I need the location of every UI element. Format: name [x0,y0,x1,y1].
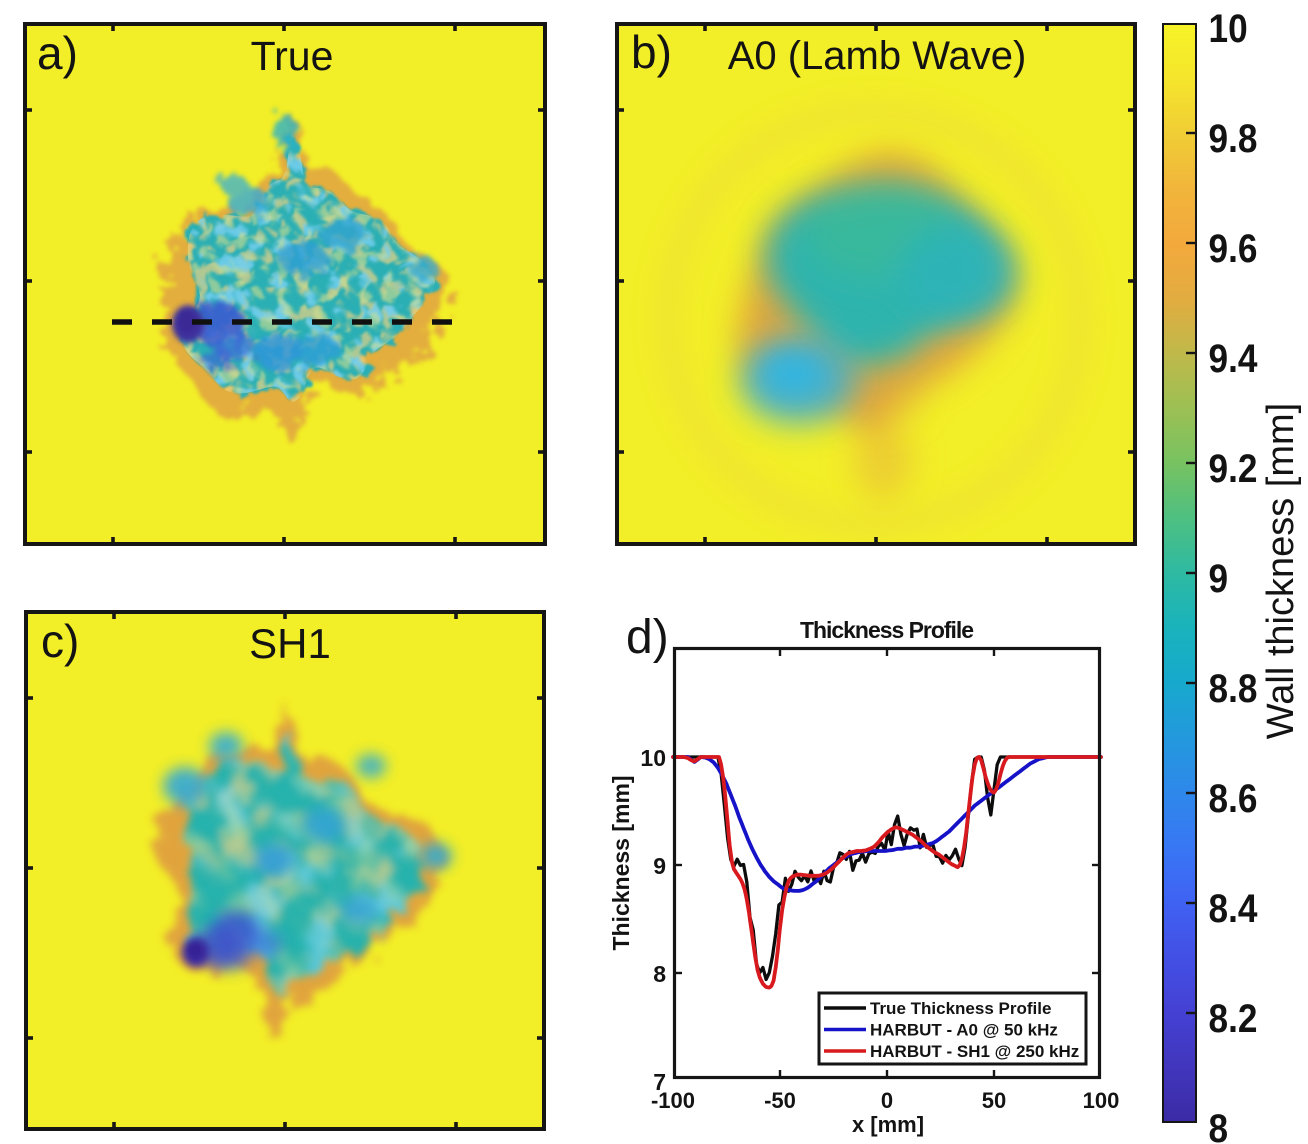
svg-text:HARBUT - SH1 @ 250 kHz: HARBUT - SH1 @ 250 kHz [870,1042,1079,1061]
svg-text:9.8: 9.8 [1209,116,1258,161]
svg-text:-100: -100 [651,1088,695,1113]
svg-text:Wall thickness [mm]: Wall thickness [mm] [1260,403,1302,739]
svg-text:9.2: 9.2 [1209,446,1258,491]
svg-text:HARBUT - A0 @ 50 kHz: HARBUT - A0 @ 50 kHz [870,1021,1058,1040]
svg-text:Thickness [mm]: Thickness [mm] [608,775,634,950]
svg-text:50: 50 [982,1088,1006,1113]
svg-text:10: 10 [640,745,666,771]
svg-text:8.6: 8.6 [1209,776,1258,821]
svg-text:7: 7 [653,1069,666,1095]
svg-text:-50: -50 [764,1088,796,1113]
svg-text:8.4: 8.4 [1209,886,1258,931]
svg-text:b): b) [631,26,672,78]
svg-text:10: 10 [1209,6,1248,51]
svg-text:A0 (Lamb Wave): A0 (Lamb Wave) [728,34,1027,78]
svg-text:8.8: 8.8 [1209,666,1258,711]
svg-text:c): c) [41,615,79,667]
svg-text:Thickness Profile: Thickness Profile [800,617,974,643]
svg-text:True: True [251,33,334,79]
svg-text:9.6: 9.6 [1209,226,1258,271]
svg-text:True Thickness Profile: True Thickness Profile [870,999,1051,1018]
svg-text:8: 8 [1209,1106,1229,1144]
svg-text:SH1: SH1 [249,620,331,667]
svg-text:9.4: 9.4 [1209,336,1258,381]
svg-text:9: 9 [1209,556,1229,601]
svg-text:a): a) [37,27,78,79]
svg-text:d): d) [626,611,669,664]
svg-text:9: 9 [653,853,666,879]
svg-text:0: 0 [881,1088,893,1113]
svg-text:8.2: 8.2 [1209,996,1258,1041]
svg-text:8: 8 [653,961,666,987]
svg-text:100: 100 [1083,1088,1120,1113]
svg-text:x [mm]: x [mm] [852,1112,924,1137]
